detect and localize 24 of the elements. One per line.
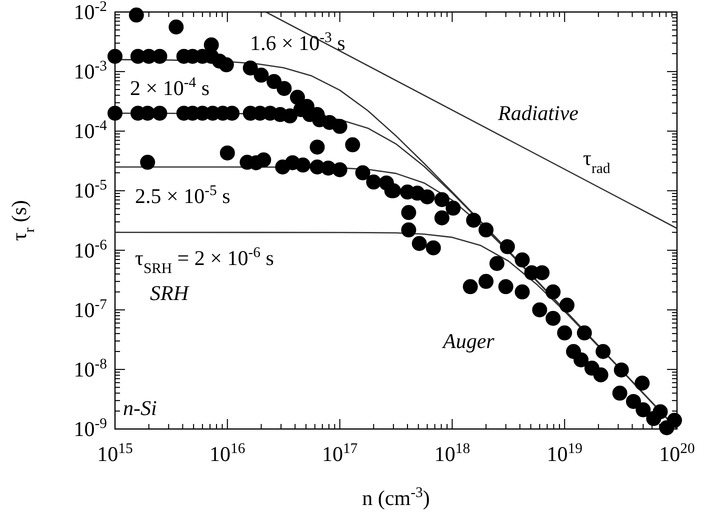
y-tick-label: 10$^{-4}$	[74, 118, 108, 144]
x-axis-title: n (cm$^{-3}$)	[362, 485, 430, 510]
annotation: τ$_{SRH}$ = 2 × 10$^{-6}$ s	[135, 245, 274, 277]
x-tick-label: 10$^{16}$	[210, 441, 246, 466]
y-tick-label: 10$^{-6}$	[74, 237, 107, 262]
x-tick-label: 10$^{18}$	[434, 441, 470, 466]
y-tick-label: 10$^{-9}$	[74, 416, 107, 441]
y-tick-label: 10$^{-8}$	[74, 356, 107, 382]
y-tick-label: 10$^{-3}$	[74, 58, 107, 84]
annotation: SRH	[150, 281, 190, 305]
x-tick-label: 10$^{19}$	[546, 441, 582, 466]
x-tick-label: 10$^{15}$	[97, 441, 133, 466]
annotation: τ$_{rad}$	[583, 146, 611, 177]
annotation: Radiative	[497, 101, 578, 125]
annotation: n-Si	[123, 396, 157, 420]
annotation: Auger	[441, 329, 496, 353]
x-tick-label: 10$^{17}$	[322, 441, 358, 466]
annotation: 1.6 × 10$^{-3}$ s	[250, 30, 346, 55]
x-tick-label: 10$^{20}$	[659, 441, 695, 466]
y-tick-label: 10$^{-5}$	[74, 178, 107, 203]
annotation: 2.5 × 10$^{-5}$ s	[135, 183, 230, 208]
annotation: 2 × 10$^{-4}$ s	[130, 75, 210, 100]
y-tick-label: 10$^{-2}$	[74, 0, 107, 24]
y-tick-label: 10$^{-7}$	[74, 296, 107, 322]
